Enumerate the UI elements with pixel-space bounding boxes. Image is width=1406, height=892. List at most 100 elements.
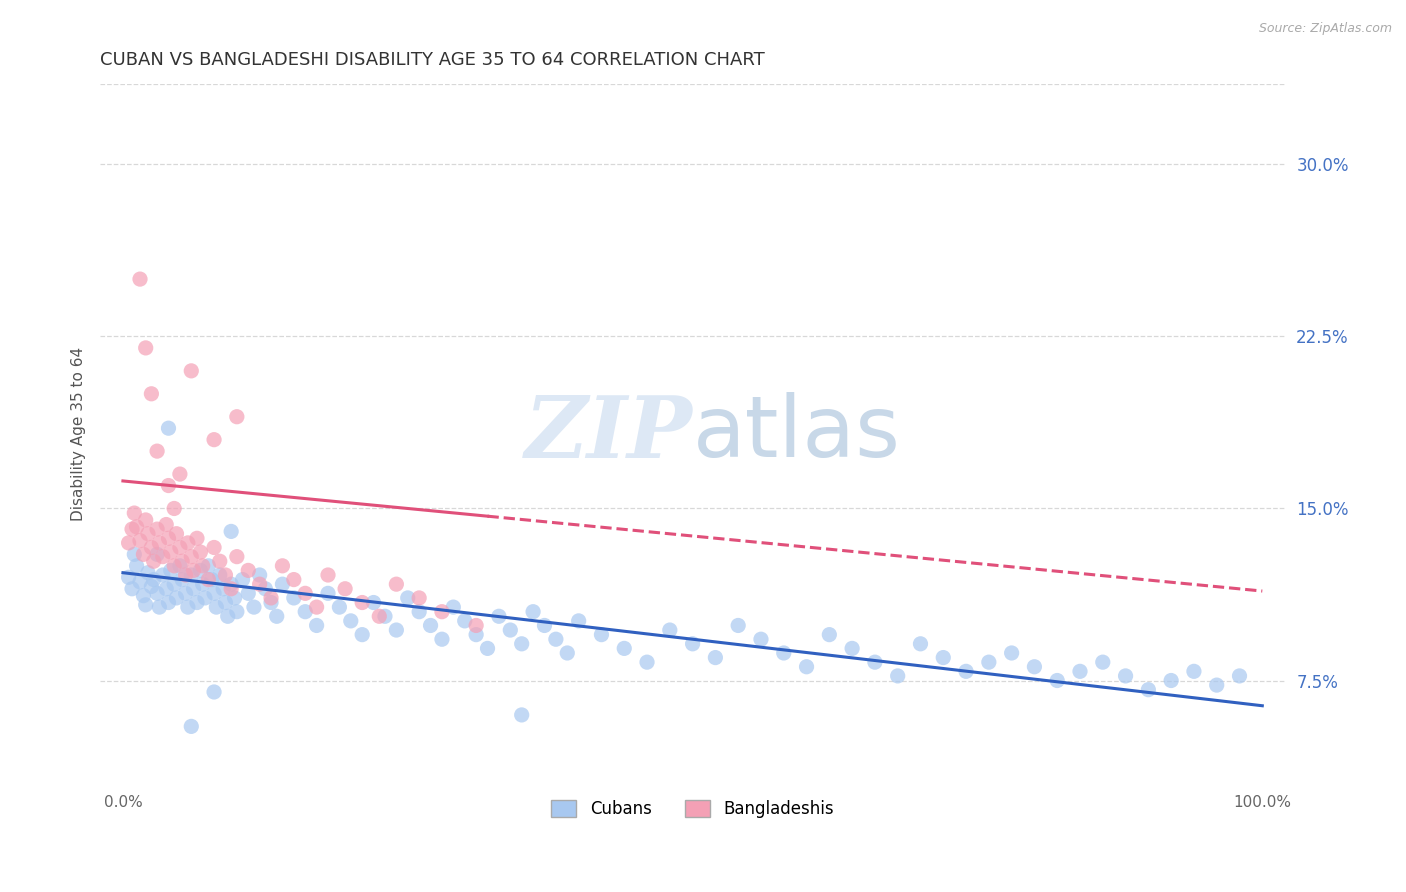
Point [214,595,236,609]
Point [163,501,186,516]
Point [305,618,328,632]
Point [533,618,555,632]
Point [174,586,197,600]
Point [955,665,977,679]
Point [202,541,225,555]
Point [910,637,932,651]
Point [568,614,591,628]
Point [232,573,254,587]
Point [271,558,294,573]
Point [142,554,165,568]
Point [157,421,180,435]
Point [1069,665,1091,679]
Point [1115,669,1137,683]
Point [136,566,159,580]
Point [1205,678,1227,692]
Point [157,595,180,609]
Point [205,600,228,615]
Point [202,586,225,600]
Point [190,563,212,577]
Point [117,570,139,584]
Point [932,650,955,665]
Point [749,632,772,647]
Point [385,623,408,637]
Point [727,618,749,632]
Point [316,586,339,600]
Point [1024,659,1046,673]
Point [249,577,271,591]
Point [328,600,350,615]
Point [1229,669,1251,683]
Point [591,627,613,641]
Point [339,614,361,628]
Point [396,591,419,605]
Point [419,618,441,632]
Text: atlas: atlas [693,392,901,475]
Point [214,568,236,582]
Point [212,582,235,596]
Legend: Cubans, Bangladeshis: Cubans, Bangladeshis [544,793,841,824]
Point [886,669,908,683]
Point [352,627,374,641]
Point [254,582,277,596]
Point [316,568,339,582]
Point [141,579,163,593]
Point [510,707,533,722]
Point [197,573,219,587]
Point [190,545,212,559]
Point [159,563,181,577]
Point [283,591,305,605]
Point [243,600,266,615]
Point [183,563,205,577]
Point [294,605,316,619]
Point [180,549,202,564]
Point [818,627,841,641]
Point [208,568,231,582]
Point [121,582,143,596]
Point [219,582,242,596]
Point [977,655,1000,669]
Point [141,541,163,555]
Point [841,641,863,656]
Point [1046,673,1069,688]
Point [363,595,385,609]
Point [157,478,180,492]
Point [135,513,157,527]
Point [796,659,818,673]
Point [132,547,155,561]
Point [152,568,174,582]
Point [260,591,283,605]
Point [186,595,208,609]
Point [636,655,658,669]
Point [1160,673,1182,688]
Point [201,573,224,587]
Point [202,685,225,699]
Point [522,605,544,619]
Point [1091,655,1114,669]
Point [772,646,794,660]
Point [174,568,197,582]
Point [129,533,152,548]
Text: Source: ZipAtlas.com: Source: ZipAtlas.com [1258,22,1392,36]
Point [169,467,191,481]
Point [374,609,396,624]
Point [146,444,169,458]
Point [465,618,488,632]
Point [191,577,214,591]
Point [124,506,146,520]
Point [430,605,453,619]
Point [294,586,316,600]
Point [117,536,139,550]
Point [208,554,231,568]
Point [142,573,165,587]
Point [224,591,246,605]
Point [157,531,180,545]
Point [454,614,477,628]
Point [191,558,214,573]
Point [510,637,533,651]
Point [172,573,194,587]
Point [125,558,148,573]
Point [333,582,356,596]
Point [283,573,305,587]
Point [477,641,499,656]
